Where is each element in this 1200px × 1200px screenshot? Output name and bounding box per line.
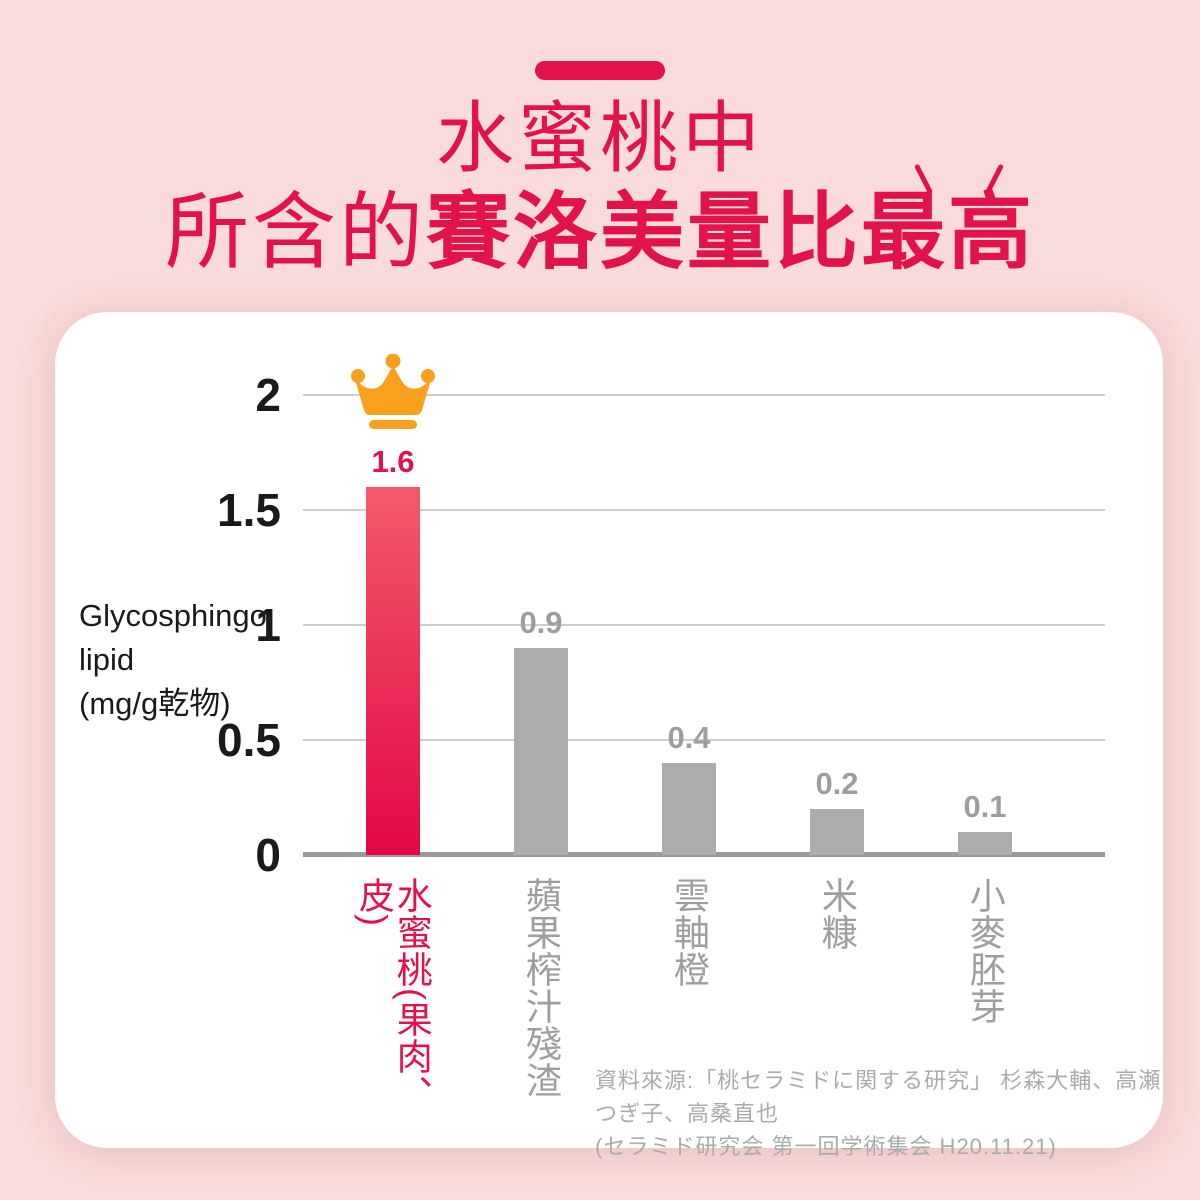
title-line-2-regular: 所含的 bbox=[164, 185, 426, 279]
y-axis-title-line-1: Glycosphingo bbox=[79, 598, 267, 633]
plot-area: 1.6 0.9 0.4 0.2 0.1 bbox=[303, 354, 1105, 857]
source-note-line-1: 資料來源:「桃セラミドに関する研究」 杉森大輔、高瀬つぎ子、高桑直也 bbox=[595, 1068, 1162, 1126]
x-category-label-3: 米糠 bbox=[816, 877, 858, 951]
bar-value-label-0: 1.6 bbox=[371, 444, 415, 479]
gridline bbox=[303, 739, 1105, 741]
bar-4 bbox=[958, 832, 1012, 855]
bar-1 bbox=[514, 648, 568, 855]
y-axis-title-line-3: (mg/g乾物) bbox=[79, 686, 231, 721]
y-tick-label: 1 bbox=[255, 599, 281, 651]
bar-value-label-2: 0.4 bbox=[667, 720, 711, 755]
x-category-label-1: 蘋果榨汁殘渣 bbox=[520, 877, 562, 1099]
x-category-label-4: 小麥胚芽 bbox=[964, 877, 1006, 1025]
y-axis-title: Glycosphingo lipid (mg/g乾物) bbox=[79, 594, 267, 726]
bar-value-label-3: 0.2 bbox=[815, 766, 859, 801]
bar-value-label-1: 0.9 bbox=[519, 605, 563, 640]
gridline bbox=[303, 394, 1105, 396]
bar-3 bbox=[810, 809, 864, 855]
y-tick-label: 2 bbox=[255, 369, 281, 421]
gridline bbox=[303, 509, 1105, 511]
source-note: 資料來源:「桃セラミドに関する研究」 杉森大輔、高瀬つぎ子、高桑直也 (セラミド… bbox=[595, 1064, 1163, 1163]
x-category-label-2: 雲軸橙 bbox=[668, 877, 710, 988]
title-accent-dash bbox=[535, 61, 665, 80]
title-line-2: 所含的賽洛美量比最高 bbox=[0, 182, 1200, 283]
title-line-2-bold: 賽洛美量比最高 bbox=[426, 185, 1036, 279]
chart-card: Glycosphingo lipid (mg/g乾物) 0 0.5 1 1.5 2 1.… bbox=[55, 312, 1163, 1159]
x-axis-labels: 水蜜桃(果肉、皮) 蘋果榨汁殘渣 雲軸橙 米糠 小麥胚芽 bbox=[303, 877, 1105, 1137]
bar-0 bbox=[366, 487, 420, 855]
x-category-label-0: 水蜜桃(果肉、皮) bbox=[354, 877, 433, 1112]
y-axis-ticks: 0 0.5 1 1.5 2 bbox=[55, 371, 281, 879]
crown-icon bbox=[351, 354, 435, 429]
y-tick-label: 0 bbox=[255, 829, 281, 881]
title-line-1: 水蜜桃中 bbox=[435, 94, 764, 182]
bar-value-label-4: 0.1 bbox=[963, 789, 1007, 824]
y-tick-label: 1.5 bbox=[217, 484, 281, 536]
bar-2 bbox=[662, 763, 716, 855]
source-note-line-2: (セラミド研究会 第一回学術集会 H20.11.21) bbox=[595, 1134, 1057, 1159]
y-tick-label: 0.5 bbox=[217, 714, 281, 766]
gridline bbox=[303, 624, 1105, 626]
y-axis-title-line-2: lipid bbox=[79, 642, 135, 677]
